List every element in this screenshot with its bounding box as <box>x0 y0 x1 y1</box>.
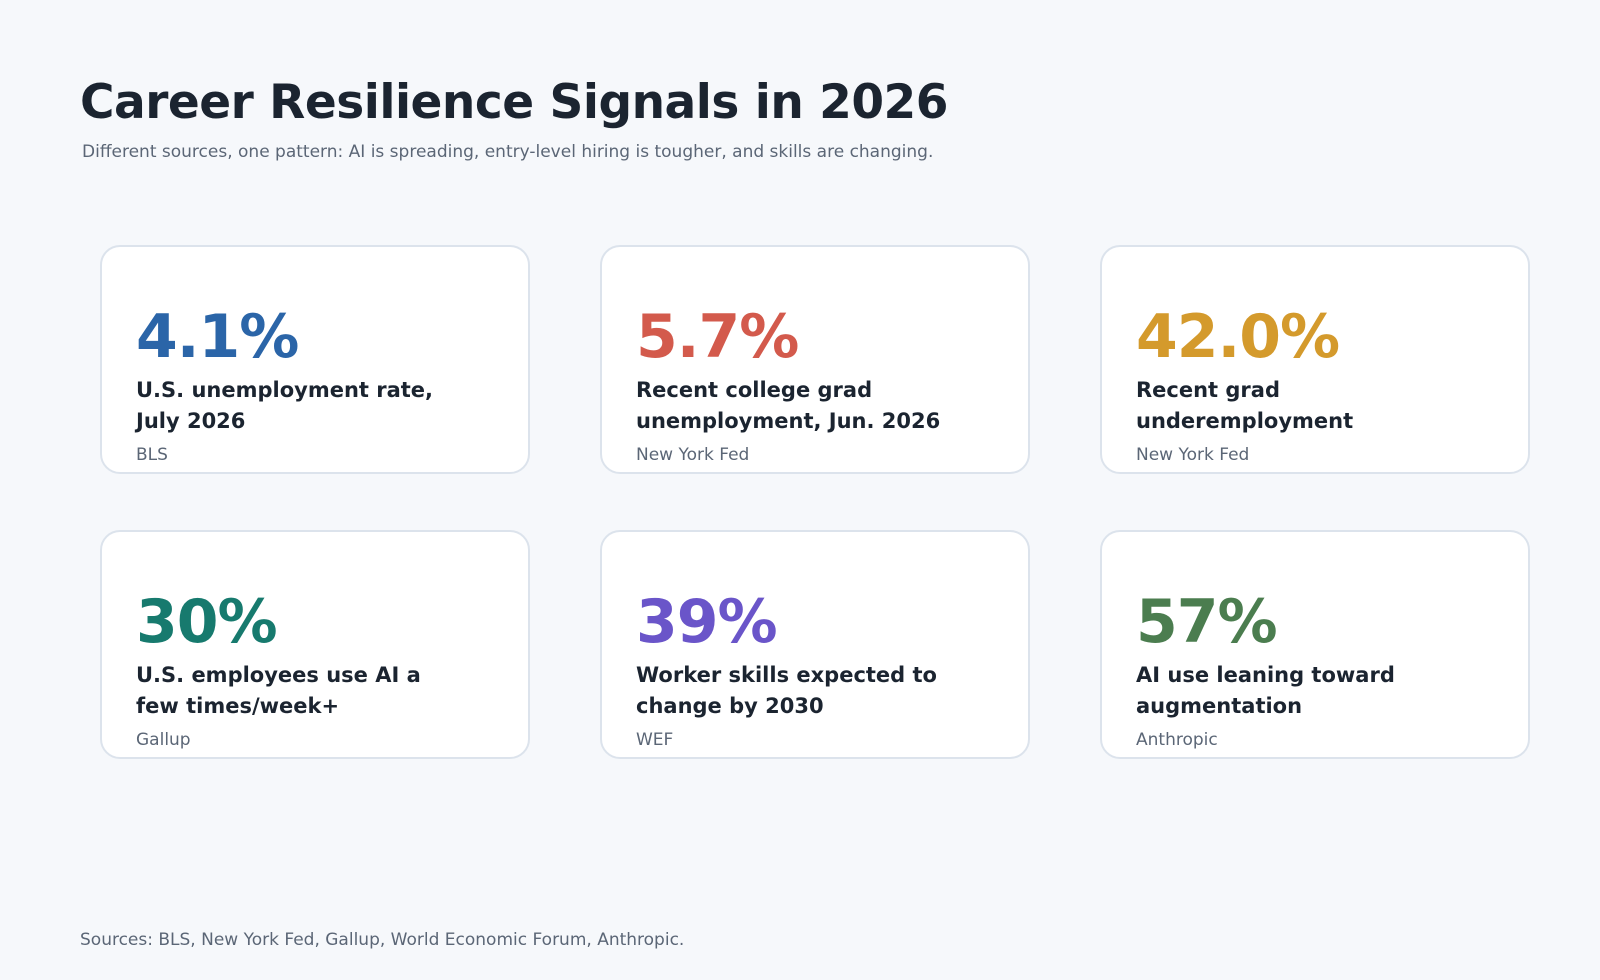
stat-source: New York Fed <box>636 445 750 465</box>
stat-label: Recent grad underemployment <box>1136 378 1354 433</box>
stat-source: Gallup <box>136 730 191 750</box>
stat-card-skills-change: 39% Worker skills expected to change by … <box>600 530 1030 759</box>
stat-card-ai-use: 30% U.S. employees use AI a few times/we… <box>100 530 530 759</box>
stat-label: Recent college grad unemployment, Jun. 2… <box>636 378 941 433</box>
stat-source: WEF <box>636 730 674 750</box>
page-title: Career Resilience Signals in 2026 <box>80 75 948 130</box>
header: Career Resilience Signals in 2026 Differ… <box>80 72 1520 164</box>
stat-value: 4.1% <box>136 302 299 372</box>
page-subtitle: Different sources, one pattern: AI is sp… <box>82 142 934 162</box>
stat-card-grad-unemployment: 5.7% Recent college grad unemployment, J… <box>600 245 1030 474</box>
stat-value: 42.0% <box>1136 302 1340 372</box>
stat-label: U.S. unemployment rate, July 2026 <box>136 378 434 433</box>
stat-card-us-unemployment: 4.1% U.S. unemployment rate, July 2026 B… <box>100 245 530 474</box>
stat-label: Worker skills expected to change by 2030 <box>636 663 937 718</box>
stat-source: Anthropic <box>1136 730 1218 750</box>
stat-value: 30% <box>136 587 278 657</box>
stat-source: New York Fed <box>1136 445 1250 465</box>
stat-value: 57% <box>1136 587 1278 657</box>
sources-footnote: Sources: BLS, New York Fed, Gallup, Worl… <box>80 930 685 950</box>
stat-label: U.S. employees use AI a few times/week+ <box>136 663 421 718</box>
stat-value: 5.7% <box>636 302 799 372</box>
stat-label: AI use leaning toward augmentation <box>1136 663 1395 718</box>
stat-source: BLS <box>136 445 168 465</box>
stat-card-grid: 4.1% U.S. unemployment rate, July 2026 B… <box>100 245 1532 759</box>
stat-card-ai-augmentation: 57% AI use leaning toward augmentation A… <box>1100 530 1530 759</box>
stat-value: 39% <box>636 587 778 657</box>
stat-card-grad-underemployment: 42.0% Recent grad underemployment New Yo… <box>1100 245 1530 474</box>
